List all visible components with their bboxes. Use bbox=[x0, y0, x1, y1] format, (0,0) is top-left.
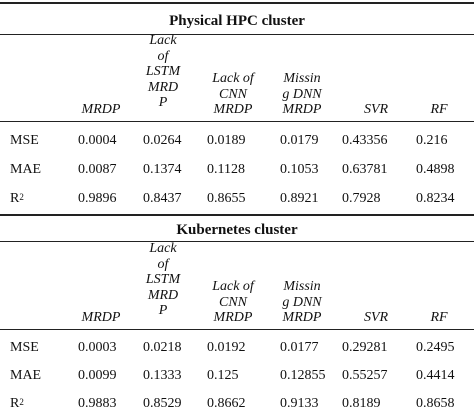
header-line: Missin bbox=[283, 71, 321, 86]
header-line: Lack of bbox=[212, 71, 254, 86]
header-line: Lack bbox=[149, 33, 177, 48]
header-line: P bbox=[158, 95, 168, 110]
header-line: CNN bbox=[218, 86, 247, 102]
header-line: MRDP bbox=[282, 102, 322, 117]
header-line: MRDP bbox=[213, 102, 253, 117]
header-line: g DNN bbox=[282, 86, 322, 102]
cell: 0.0004 bbox=[78, 133, 117, 148]
row-label-text: R bbox=[10, 191, 20, 206]
cell: 0.0099 bbox=[78, 368, 117, 383]
cell: 0.12855 bbox=[280, 368, 326, 383]
section-divider bbox=[0, 214, 474, 216]
row-label-mse: MSE bbox=[10, 340, 39, 355]
header-rule bbox=[0, 329, 474, 330]
header-line: CNN bbox=[218, 294, 247, 310]
superscript: 2 bbox=[19, 397, 24, 407]
header-line: LSTM bbox=[145, 272, 181, 287]
header-lack-lstm: Lack of LSTM MRD P bbox=[140, 33, 186, 111]
row-label-r2: R2 bbox=[10, 396, 24, 412]
section-rule bbox=[0, 241, 474, 242]
section-title-hpc: Physical HPC cluster bbox=[169, 13, 305, 29]
header-line: SVR bbox=[363, 102, 389, 117]
cell: 0.63781 bbox=[342, 162, 388, 177]
row-label-mae: MAE bbox=[10, 162, 42, 177]
top-rule bbox=[0, 2, 474, 4]
header-line: MRDP bbox=[213, 310, 253, 325]
header-line: LSTM bbox=[145, 64, 181, 79]
cell: 0.29281 bbox=[342, 340, 388, 355]
header-line: RF bbox=[430, 102, 448, 117]
cell: 0.7928 bbox=[342, 191, 381, 206]
header-lack-cnn: Lack of CNN MRDP bbox=[203, 71, 263, 118]
cell: 0.55257 bbox=[342, 368, 388, 383]
header-svr: SVR bbox=[356, 310, 396, 326]
header-line: SVR bbox=[363, 310, 389, 325]
cell: 0.4414 bbox=[416, 368, 455, 383]
header-line: of bbox=[157, 48, 169, 64]
header-line: Lack of bbox=[212, 279, 254, 294]
cell: 0.1374 bbox=[143, 162, 182, 177]
header-rule bbox=[0, 121, 474, 122]
header-line: Missin bbox=[283, 279, 321, 294]
cell: 0.1333 bbox=[143, 368, 182, 383]
cell: 0.0189 bbox=[207, 133, 246, 148]
cell: 0.9883 bbox=[78, 396, 117, 411]
header-line: MRD bbox=[147, 79, 179, 95]
section-title-kubernetes: Kubernetes cluster bbox=[176, 222, 298, 238]
header-mrdp: MRDP bbox=[76, 310, 126, 326]
cell: 0.0087 bbox=[78, 162, 117, 177]
cell: 0.8921 bbox=[280, 191, 319, 206]
cell: 0.2495 bbox=[416, 340, 455, 355]
row-label-text: R bbox=[10, 396, 20, 411]
header-mrdp: MRDP bbox=[76, 102, 126, 118]
cell: 0.9133 bbox=[280, 396, 319, 411]
cell: 0.0177 bbox=[280, 340, 319, 355]
cell: 0.8529 bbox=[143, 396, 182, 411]
header-line: MRD bbox=[147, 287, 179, 303]
cell: 0.4898 bbox=[416, 162, 455, 177]
cell: 0.0218 bbox=[143, 340, 182, 355]
header-lack-lstm: Lack of LSTM MRD P bbox=[140, 241, 186, 319]
cell: 0.1053 bbox=[280, 162, 319, 177]
header-missing-dnn: Missin g DNN MRDP bbox=[276, 279, 328, 326]
header-line: MRDP bbox=[81, 102, 121, 117]
cell: 0.0192 bbox=[207, 340, 246, 355]
header-line: Lack bbox=[149, 241, 177, 256]
header-line: MRDP bbox=[81, 310, 121, 325]
cell: 0.8437 bbox=[143, 191, 182, 206]
header-rf: RF bbox=[424, 102, 454, 118]
cell: 0.8662 bbox=[207, 396, 246, 411]
cell: 0.9896 bbox=[78, 191, 117, 206]
header-line: RF bbox=[430, 310, 448, 325]
header-line: of bbox=[157, 256, 169, 272]
header-svr: SVR bbox=[356, 102, 396, 118]
cell: 0.125 bbox=[207, 368, 239, 383]
row-label-mae: MAE bbox=[10, 368, 42, 383]
header-line: P bbox=[158, 303, 168, 318]
cell: 0.43356 bbox=[342, 133, 388, 148]
cell: 0.0264 bbox=[143, 133, 182, 148]
row-label-mse: MSE bbox=[10, 133, 39, 148]
section-rule bbox=[0, 34, 474, 35]
cell: 0.8655 bbox=[207, 191, 246, 206]
cell: 0.216 bbox=[416, 133, 448, 148]
cell: 0.0179 bbox=[280, 133, 319, 148]
header-missing-dnn: Missin g DNN MRDP bbox=[276, 71, 328, 118]
header-line: g DNN bbox=[282, 294, 322, 310]
row-label-r2: R2 bbox=[10, 191, 24, 207]
cell: 0.1128 bbox=[207, 162, 245, 177]
header-line: MRDP bbox=[282, 310, 322, 325]
cell: 0.8658 bbox=[416, 396, 455, 411]
cell: 0.8234 bbox=[416, 191, 455, 206]
cell: 0.8189 bbox=[342, 396, 381, 411]
header-rf: RF bbox=[424, 310, 454, 326]
superscript: 2 bbox=[19, 192, 24, 202]
cell: 0.0003 bbox=[78, 340, 117, 355]
header-lack-cnn: Lack of CNN MRDP bbox=[203, 279, 263, 326]
